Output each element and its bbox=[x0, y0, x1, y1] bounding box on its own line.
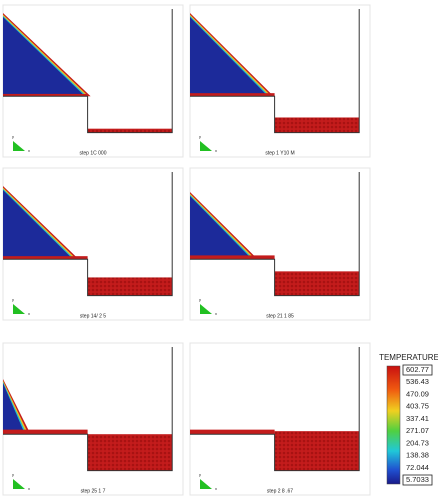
colorbar-label: 271.07 bbox=[406, 426, 429, 435]
panel: y x step 14/ 2 5 bbox=[2, 167, 184, 321]
axis-label-y: y bbox=[12, 472, 14, 477]
upper-layer bbox=[190, 429, 275, 435]
axis-label-x: x bbox=[28, 486, 30, 491]
colorbar-label-box bbox=[402, 364, 433, 376]
axis-icon bbox=[13, 479, 25, 489]
container bbox=[190, 347, 360, 472]
material-wedge bbox=[190, 196, 252, 260]
panel-frame bbox=[2, 342, 184, 496]
upper-layer bbox=[190, 93, 275, 97]
upper-layer bbox=[3, 93, 88, 97]
axis-icon bbox=[200, 304, 212, 314]
axis-label-x: x bbox=[28, 311, 30, 316]
colorbar-label-box bbox=[402, 474, 433, 486]
colorbar-label: 536.43 bbox=[406, 377, 429, 386]
colorbar-label: 470.09 bbox=[406, 389, 429, 398]
colorbar-label: 602.77 bbox=[406, 365, 429, 374]
basin-fill bbox=[274, 271, 360, 296]
step-label: step 1C 000 bbox=[80, 150, 107, 156]
step-label: step 21 1 85 bbox=[266, 313, 294, 319]
panel: y x step 21 1 85 bbox=[189, 167, 371, 321]
panel: y x step 1 Y10 M bbox=[189, 4, 371, 158]
colorbar-label: 5.7033 bbox=[406, 475, 429, 484]
colorbar-label: 337.41 bbox=[406, 414, 429, 423]
axis-icon bbox=[200, 479, 212, 489]
container bbox=[3, 9, 173, 134]
upper-layer bbox=[3, 429, 88, 435]
upper-layer bbox=[3, 256, 88, 260]
basin-fill bbox=[274, 117, 360, 133]
axis-label-y: y bbox=[199, 297, 201, 302]
step-label: step 2 8 .67 bbox=[267, 488, 293, 494]
step-label: step 25 1 7 bbox=[81, 488, 106, 494]
material-wedge bbox=[3, 190, 73, 260]
axis-icon bbox=[13, 141, 25, 151]
basin-fill bbox=[87, 434, 173, 471]
axis-label-y: y bbox=[12, 297, 14, 302]
axis-label-x: x bbox=[28, 148, 30, 153]
colorbar-label: 204.73 bbox=[406, 438, 429, 447]
colorbar-scale bbox=[386, 365, 401, 485]
colorbar-label: 403.75 bbox=[406, 402, 429, 411]
axis-label-x: x bbox=[215, 486, 217, 491]
axis-label-y: y bbox=[199, 134, 201, 139]
material-wedge bbox=[3, 17, 85, 97]
basin-fill bbox=[274, 431, 360, 471]
panel: y x step 25 1 7 bbox=[2, 342, 184, 496]
axis-icon bbox=[200, 141, 212, 151]
colorbar: TEMPERATURE bbox=[379, 353, 438, 485]
axis-label-x: x bbox=[215, 148, 217, 153]
colorbar-label: 138.38 bbox=[406, 451, 429, 460]
material-wedge bbox=[190, 17, 268, 97]
container bbox=[3, 172, 173, 297]
container bbox=[3, 347, 173, 472]
container bbox=[190, 9, 360, 134]
basin-fill bbox=[87, 128, 173, 133]
upper-layer bbox=[190, 255, 275, 260]
axis-label-y: y bbox=[199, 472, 201, 477]
panel: y x step 1C 000 bbox=[2, 4, 184, 158]
panel-frame bbox=[189, 342, 371, 496]
step-label: step 14/ 2 5 bbox=[80, 313, 106, 319]
container bbox=[190, 172, 360, 297]
axis-label-x: x bbox=[215, 311, 217, 316]
step-label: step 1 Y10 M bbox=[265, 150, 294, 156]
panel: y x step 2 8 .67 bbox=[189, 342, 371, 496]
colorbar-label: 72.044 bbox=[406, 463, 429, 472]
axis-label-y: y bbox=[12, 134, 14, 139]
axis-icon bbox=[13, 304, 25, 314]
colorbar-title: TEMPERATURE bbox=[379, 353, 438, 362]
basin-fill bbox=[87, 277, 173, 296]
